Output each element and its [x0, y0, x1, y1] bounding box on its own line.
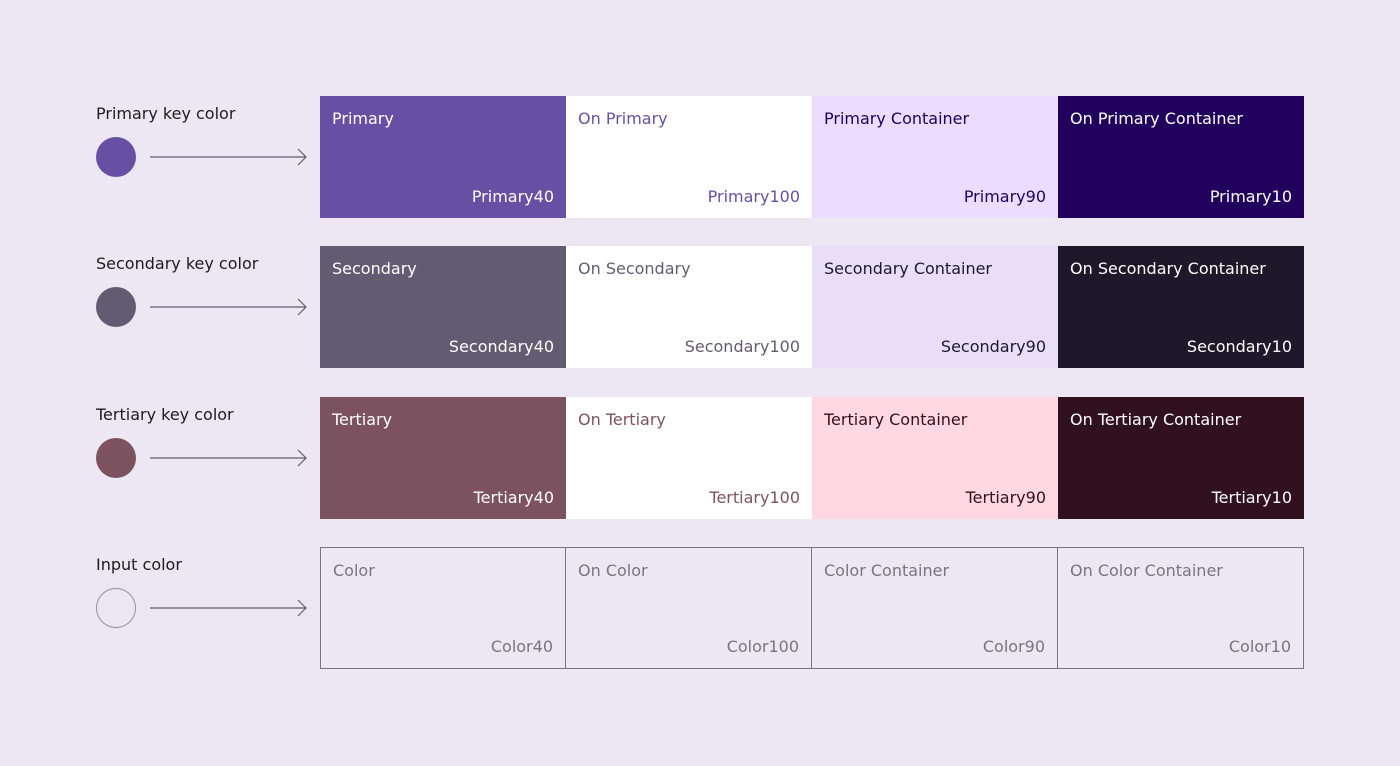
tone-name: Tertiary10 [1211, 487, 1292, 507]
tone-name: Tertiary100 [709, 487, 800, 507]
role-name: Primary [332, 109, 394, 128]
tone-name: Color40 [490, 636, 553, 656]
tone-name: Secondary40 [448, 337, 554, 357]
color-role-cell: On Secondary Container Secondary10 [1058, 246, 1304, 369]
row-label: Primary key color [96, 104, 236, 123]
color-role-cell: Primary Container Primary90 [812, 96, 1058, 218]
arrow [150, 298, 307, 316]
role-name: On Tertiary [578, 409, 666, 429]
role-name: On Color [578, 560, 648, 580]
role-name: On Secondary Container [1070, 259, 1266, 279]
color-role-cell: On Tertiary Tertiary100 [566, 396, 812, 519]
row-label: Input color [96, 554, 182, 574]
tone-name: Primary10 [1209, 187, 1292, 206]
role-name: On Tertiary Container [1070, 409, 1242, 429]
color-role-cell: On Color Container Color10 [1058, 546, 1304, 669]
color-role-cell: On Tertiary Container Tertiary10 [1058, 396, 1304, 519]
row-label: Tertiary key color [96, 404, 234, 424]
tone-name: Color90 [982, 636, 1045, 656]
color-role-cell: Tertiary Container Tertiary90 [812, 396, 1058, 519]
key-color-swatch [96, 587, 136, 628]
color-role-cell: Color Color40 [320, 546, 566, 669]
tone-name: Color10 [1228, 636, 1291, 656]
arrow [150, 599, 307, 617]
role-name: Color [333, 560, 375, 580]
tone-name: Secondary100 [684, 337, 800, 357]
arrow [150, 148, 307, 166]
tone-name: Color100 [726, 636, 799, 656]
tone-name: Secondary90 [940, 337, 1046, 357]
key-color-swatch [96, 137, 136, 177]
arrow [150, 449, 307, 467]
tone-name: Primary100 [707, 187, 800, 206]
color-role-cell: Tertiary Tertiary40 [320, 396, 566, 519]
color-role-cell: Secondary Secondary40 [320, 246, 566, 369]
color-role-cell: Color Container Color90 [812, 546, 1058, 669]
tone-name: Primary40 [471, 187, 554, 206]
tone-name: Tertiary40 [473, 487, 554, 507]
role-name: On Secondary [578, 259, 691, 279]
key-color-swatch [96, 437, 136, 478]
role-name: Primary Container [824, 109, 970, 128]
color-role-cell: On Primary Container Primary10 [1058, 96, 1304, 218]
tone-name: Tertiary90 [965, 487, 1046, 507]
row-label: Secondary key color [96, 254, 259, 274]
role-name: Color Container [824, 560, 950, 580]
color-role-cell: On Color Color100 [566, 546, 812, 669]
role-name: Secondary [332, 259, 417, 279]
role-name: Tertiary [332, 409, 393, 429]
role-name: On Primary [578, 109, 668, 128]
color-role-cell: On Secondary Secondary100 [566, 246, 812, 369]
role-name: Tertiary Container [824, 409, 968, 429]
key-color-swatch [96, 287, 136, 328]
role-name: On Primary Container [1070, 109, 1243, 128]
color-role-cell: Secondary Container Secondary90 [812, 246, 1058, 369]
tone-name: Primary90 [963, 187, 1046, 206]
role-name: On Color Container [1070, 560, 1223, 580]
role-name: Secondary Container [824, 259, 993, 279]
color-role-cell: Primary Primary40 [320, 96, 566, 218]
color-role-cell: On Primary Primary100 [566, 96, 812, 218]
tone-name: Secondary10 [1186, 337, 1292, 357]
